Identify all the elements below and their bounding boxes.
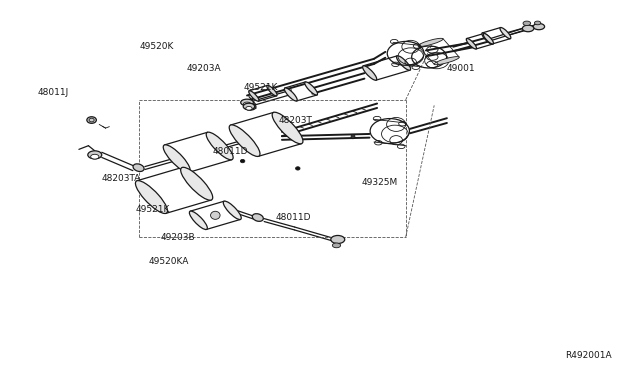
Ellipse shape [249, 91, 259, 101]
Ellipse shape [87, 117, 97, 124]
Ellipse shape [284, 88, 297, 101]
Ellipse shape [91, 154, 99, 159]
Ellipse shape [434, 57, 460, 65]
Ellipse shape [252, 214, 263, 221]
Ellipse shape [351, 134, 355, 139]
Text: 49325M: 49325M [361, 178, 397, 187]
Ellipse shape [483, 33, 493, 44]
Ellipse shape [206, 132, 233, 160]
Ellipse shape [243, 103, 255, 110]
Text: 49203B: 49203B [160, 233, 195, 242]
Ellipse shape [163, 145, 190, 173]
Ellipse shape [211, 211, 220, 219]
Ellipse shape [241, 99, 253, 106]
Ellipse shape [180, 167, 212, 200]
Ellipse shape [482, 33, 493, 44]
Ellipse shape [500, 28, 511, 39]
Ellipse shape [522, 25, 534, 32]
Text: 48203T: 48203T [279, 116, 312, 125]
Text: 48011D: 48011D [212, 147, 248, 156]
Text: 49203A: 49203A [187, 64, 221, 73]
Ellipse shape [418, 38, 443, 46]
Ellipse shape [397, 56, 411, 70]
Text: 48011J: 48011J [38, 88, 69, 97]
Ellipse shape [246, 106, 252, 110]
Text: 49001: 49001 [447, 64, 476, 73]
Ellipse shape [244, 103, 256, 110]
Text: R492001A: R492001A [565, 351, 612, 360]
Text: 48203TA: 48203TA [101, 174, 140, 183]
Ellipse shape [467, 38, 477, 49]
Ellipse shape [523, 21, 531, 26]
Ellipse shape [267, 85, 277, 96]
Ellipse shape [88, 151, 102, 159]
Ellipse shape [305, 82, 317, 95]
Ellipse shape [332, 243, 340, 248]
Text: 49520KA: 49520KA [148, 257, 189, 266]
Text: 49521K: 49521K [136, 205, 170, 214]
Ellipse shape [241, 160, 245, 163]
Ellipse shape [229, 125, 260, 157]
Ellipse shape [272, 112, 303, 144]
Ellipse shape [534, 21, 541, 25]
Text: 48011D: 48011D [276, 213, 311, 222]
Ellipse shape [136, 180, 168, 214]
Ellipse shape [533, 23, 545, 30]
Ellipse shape [363, 66, 377, 80]
Ellipse shape [243, 102, 251, 106]
Ellipse shape [331, 235, 345, 244]
Text: 49521K: 49521K [244, 83, 278, 92]
Ellipse shape [296, 167, 300, 170]
Ellipse shape [133, 164, 144, 171]
Ellipse shape [189, 211, 207, 230]
Ellipse shape [223, 201, 241, 219]
Text: 49520K: 49520K [139, 42, 173, 51]
